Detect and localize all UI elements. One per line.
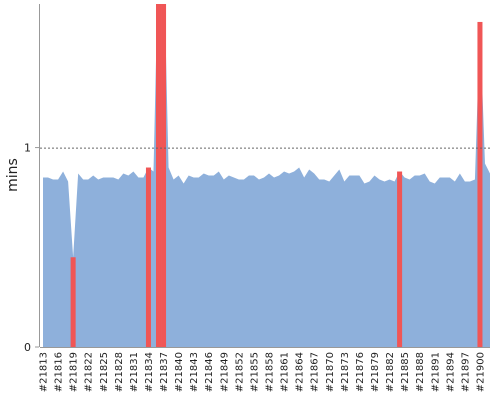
x-tick-label: #21870 [325, 352, 336, 392]
x-tick-label: #21858 [265, 352, 276, 392]
x-tick-label: #21846 [204, 352, 215, 392]
x-tick-label: #21822 [84, 352, 95, 392]
x-tick-label: #21855 [249, 352, 260, 392]
x-tick-label: #21834 [144, 352, 155, 392]
plot-area [43, 4, 490, 347]
failed-bar [161, 4, 167, 347]
x-tick-label: #21873 [340, 352, 351, 392]
x-tick-label: #21879 [370, 352, 381, 392]
failed-bar [156, 4, 162, 347]
x-tick-label: #21831 [129, 352, 140, 392]
area [43, 4, 490, 347]
x-tick-label: #21885 [400, 352, 411, 392]
x-tick-label: #21882 [385, 352, 396, 392]
failed-bar [145, 167, 151, 347]
x-tick-label: #21816 [54, 352, 65, 392]
x-tick-label: #21819 [69, 352, 80, 392]
x-tick-label: #21897 [460, 352, 471, 392]
x-tick-label: #21864 [295, 352, 306, 392]
failed-bar [477, 21, 483, 347]
x-tick-label: #21849 [219, 352, 230, 392]
x-tick-label: #21867 [310, 352, 321, 392]
x-tick-label: #21888 [415, 352, 426, 392]
x-tick-label: #21825 [99, 352, 110, 392]
x-tick-label: #21894 [445, 352, 456, 392]
x-tick-label: #21891 [430, 352, 441, 392]
y-axis-label: mins [5, 158, 21, 192]
x-tick-label: #21837 [159, 352, 170, 392]
x-tick-label: #21840 [174, 352, 185, 392]
x-tick-label: #21828 [114, 352, 125, 392]
y-tick-label: 0 [24, 341, 31, 354]
x-tick-label: #21876 [355, 352, 366, 392]
failed-bar [70, 257, 76, 347]
x-tick-label: #21861 [280, 352, 291, 392]
x-tick-label: #21813 [39, 352, 50, 392]
x-tick-label: #21900 [475, 352, 486, 392]
x-tick-label: #21843 [189, 352, 200, 392]
failed-bar [397, 171, 403, 347]
x-tick-label: #21852 [234, 352, 245, 392]
y-tick-label: 1 [24, 142, 31, 155]
